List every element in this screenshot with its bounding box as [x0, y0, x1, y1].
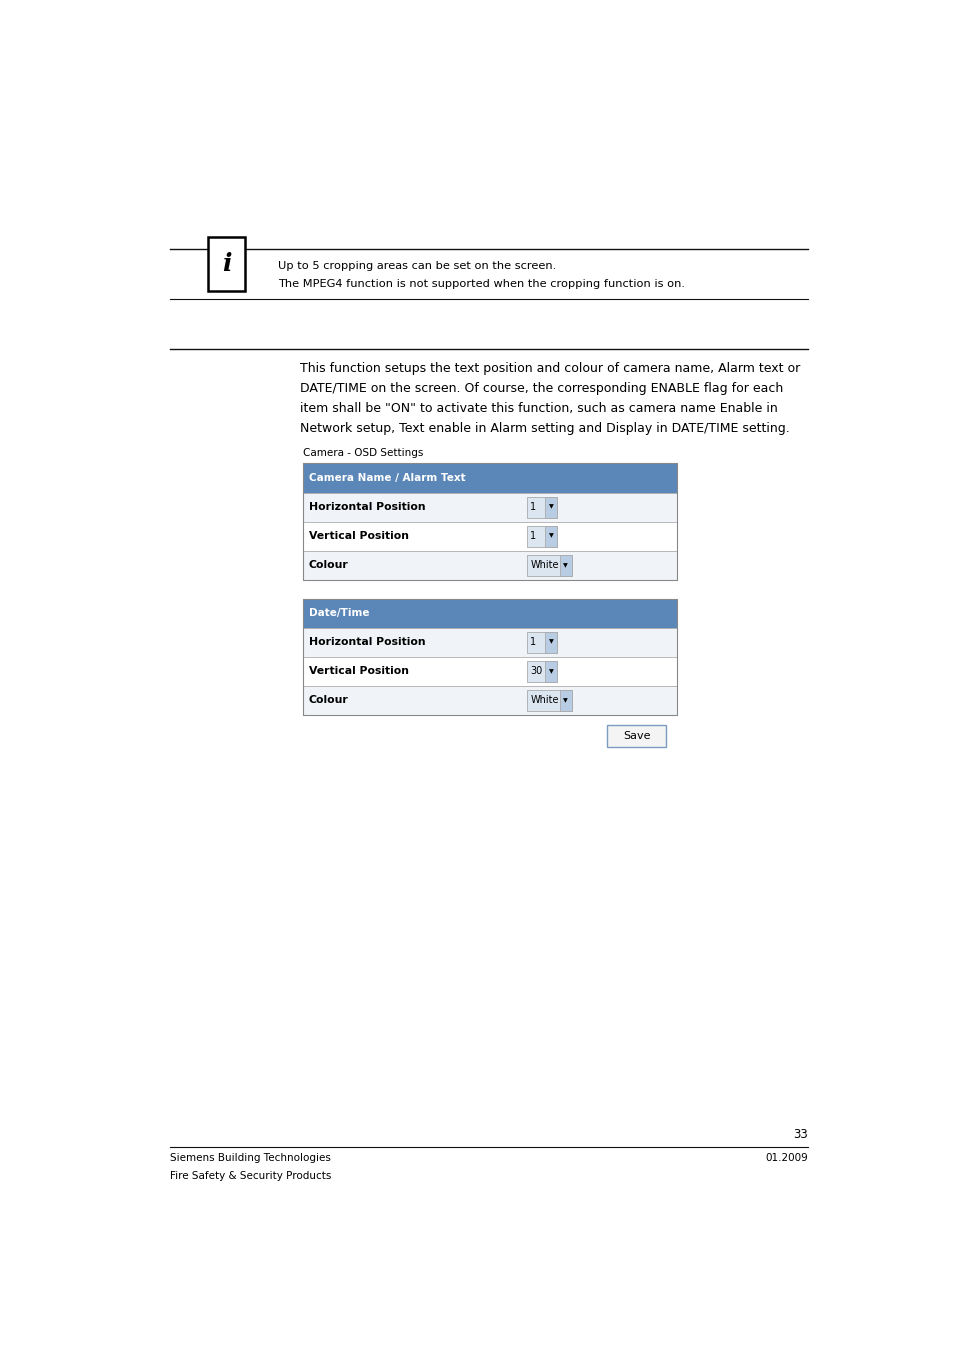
FancyBboxPatch shape: [544, 497, 557, 517]
FancyBboxPatch shape: [544, 662, 557, 682]
FancyBboxPatch shape: [303, 598, 676, 628]
FancyBboxPatch shape: [544, 525, 557, 547]
Text: 1: 1: [530, 637, 536, 647]
Text: White: White: [530, 560, 558, 570]
Text: 33: 33: [793, 1129, 807, 1141]
Text: ▼: ▼: [548, 640, 553, 645]
FancyBboxPatch shape: [303, 551, 676, 580]
Text: ▼: ▼: [563, 563, 568, 568]
FancyBboxPatch shape: [559, 690, 571, 711]
FancyBboxPatch shape: [559, 555, 571, 576]
FancyBboxPatch shape: [527, 555, 571, 576]
Text: Vertical Position: Vertical Position: [308, 531, 408, 541]
Text: DATE/TIME on the screen. Of course, the corresponding ENABLE flag for each: DATE/TIME on the screen. Of course, the …: [299, 382, 782, 394]
Text: i: i: [221, 252, 231, 275]
Text: White: White: [530, 695, 558, 706]
Text: Horizontal Position: Horizontal Position: [308, 502, 425, 512]
FancyBboxPatch shape: [303, 686, 676, 716]
Text: 1: 1: [530, 502, 536, 512]
Text: Date/Time: Date/Time: [308, 608, 369, 618]
FancyBboxPatch shape: [527, 497, 557, 517]
Text: Save: Save: [622, 732, 650, 741]
Text: Vertical Position: Vertical Position: [308, 667, 408, 676]
Text: 30: 30: [530, 667, 542, 676]
Text: Camera Name / Alarm Text: Camera Name / Alarm Text: [308, 472, 465, 483]
Text: item shall be "ON" to activate this function, such as camera name Enable in: item shall be "ON" to activate this func…: [299, 402, 777, 414]
Text: This function setups the text position and colour of camera name, Alarm text or: This function setups the text position a…: [299, 362, 799, 374]
Text: ▼: ▼: [548, 505, 553, 509]
FancyBboxPatch shape: [527, 632, 557, 653]
FancyBboxPatch shape: [606, 725, 665, 748]
FancyBboxPatch shape: [208, 236, 245, 290]
FancyBboxPatch shape: [303, 493, 676, 521]
Text: ▼: ▼: [563, 698, 568, 703]
Text: ▼: ▼: [548, 533, 553, 539]
FancyBboxPatch shape: [303, 463, 676, 493]
Text: Siemens Building Technologies: Siemens Building Technologies: [170, 1153, 330, 1162]
Text: Up to 5 cropping areas can be set on the screen.: Up to 5 cropping areas can be set on the…: [278, 261, 556, 271]
FancyBboxPatch shape: [527, 690, 571, 711]
FancyBboxPatch shape: [303, 521, 676, 551]
FancyBboxPatch shape: [527, 662, 557, 682]
FancyBboxPatch shape: [303, 657, 676, 686]
Text: The MPEG4 function is not supported when the cropping function is on.: The MPEG4 function is not supported when…: [278, 278, 684, 289]
FancyBboxPatch shape: [544, 632, 557, 653]
Text: Camera - OSD Settings: Camera - OSD Settings: [303, 448, 423, 458]
Text: 1: 1: [530, 531, 536, 541]
Text: ▼: ▼: [548, 668, 553, 674]
Text: 01.2009: 01.2009: [764, 1153, 807, 1162]
FancyBboxPatch shape: [303, 628, 676, 657]
Text: Horizontal Position: Horizontal Position: [308, 637, 425, 647]
Text: Network setup, Text enable in Alarm setting and Display in DATE/TIME setting.: Network setup, Text enable in Alarm sett…: [299, 423, 788, 436]
Text: Colour: Colour: [308, 560, 348, 570]
FancyBboxPatch shape: [527, 525, 557, 547]
Text: Fire Safety & Security Products: Fire Safety & Security Products: [170, 1172, 331, 1181]
Text: Colour: Colour: [308, 695, 348, 706]
